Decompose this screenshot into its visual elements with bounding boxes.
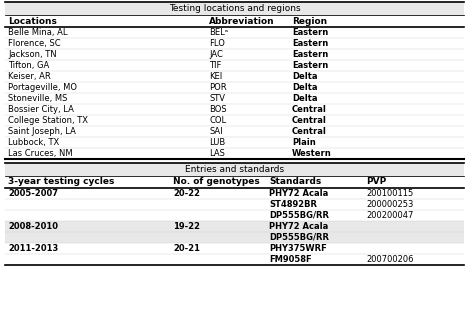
Text: Keiser, AR: Keiser, AR	[8, 72, 51, 81]
Text: Standards: Standards	[269, 178, 321, 186]
Text: 3-year testing cycles: 3-year testing cycles	[8, 178, 114, 186]
Text: JAC: JAC	[209, 50, 223, 59]
Text: 20-22: 20-22	[173, 189, 200, 198]
Text: Delta: Delta	[292, 94, 318, 103]
Text: FM9058F: FM9058F	[269, 255, 311, 264]
Text: 200700206: 200700206	[366, 255, 414, 264]
Text: Western: Western	[292, 149, 332, 158]
Text: No. of genotypes: No. of genotypes	[173, 178, 260, 186]
Text: FLO: FLO	[209, 39, 225, 48]
Text: BOS: BOS	[209, 105, 227, 114]
Bar	[5, 104, 464, 115]
Text: Abbreviation: Abbreviation	[209, 16, 275, 25]
Bar	[5, 176, 464, 188]
Bar	[5, 254, 464, 265]
Text: 19-22: 19-22	[173, 222, 200, 231]
Text: Stoneville, MS: Stoneville, MS	[8, 94, 68, 103]
Text: Locations: Locations	[8, 16, 57, 25]
Text: DP555BG/RR: DP555BG/RR	[269, 211, 329, 220]
Bar	[5, 93, 464, 104]
Bar	[5, 49, 464, 60]
Text: PVP: PVP	[366, 178, 386, 186]
Bar	[5, 15, 464, 27]
Text: PHY375WRF: PHY375WRF	[269, 244, 327, 253]
Bar	[5, 243, 464, 254]
Text: STV: STV	[209, 94, 225, 103]
Text: 2011-2013: 2011-2013	[8, 244, 58, 253]
Text: Saint Joseph, LA: Saint Joseph, LA	[8, 127, 76, 136]
Bar	[5, 137, 464, 148]
Bar	[5, 38, 464, 49]
Text: Eastern: Eastern	[292, 50, 328, 59]
Text: COL: COL	[209, 116, 226, 125]
Text: 20-21: 20-21	[173, 244, 200, 253]
Bar	[5, 148, 464, 159]
Text: BELᵃ: BELᵃ	[209, 28, 228, 37]
Text: DP555BG/RR: DP555BG/RR	[269, 233, 329, 242]
Text: Central: Central	[292, 127, 327, 136]
Text: PHY72 Acala: PHY72 Acala	[269, 189, 328, 198]
Bar	[5, 27, 464, 38]
Text: Portageville, MO: Portageville, MO	[8, 83, 77, 92]
Text: TIF: TIF	[209, 61, 221, 70]
Text: Jackson, TN: Jackson, TN	[8, 50, 57, 59]
Text: Delta: Delta	[292, 83, 318, 92]
Text: 2005-2007: 2005-2007	[8, 189, 58, 198]
Text: Bossier City, LA: Bossier City, LA	[8, 105, 74, 114]
Text: Central: Central	[292, 105, 327, 114]
Text: Region: Region	[292, 16, 327, 25]
Text: Las Cruces, NM: Las Cruces, NM	[8, 149, 73, 158]
Text: POR: POR	[209, 83, 227, 92]
Bar	[5, 82, 464, 93]
Text: Testing locations and regions: Testing locations and regions	[169, 4, 300, 13]
Text: Tifton, GA: Tifton, GA	[8, 61, 49, 70]
Bar	[5, 232, 464, 243]
Text: 200000253: 200000253	[366, 200, 413, 209]
Text: ST4892BR: ST4892BR	[269, 200, 317, 209]
Bar	[5, 126, 464, 137]
Text: KEI: KEI	[209, 72, 222, 81]
Text: Belle Mina, AL: Belle Mina, AL	[8, 28, 68, 37]
Text: LAS: LAS	[209, 149, 225, 158]
Bar	[5, 163, 464, 176]
Text: 200200047: 200200047	[366, 211, 413, 220]
Bar	[5, 210, 464, 221]
Text: 2008-2010: 2008-2010	[8, 222, 58, 231]
Bar	[5, 2, 464, 15]
Text: Entries and standards: Entries and standards	[185, 165, 284, 174]
Bar	[5, 71, 464, 82]
Text: SAI: SAI	[209, 127, 223, 136]
Text: College Station, TX: College Station, TX	[8, 116, 88, 125]
Text: Central: Central	[292, 116, 327, 125]
Text: Plain: Plain	[292, 138, 316, 147]
Text: PHY72 Acala: PHY72 Acala	[269, 222, 328, 231]
Text: Eastern: Eastern	[292, 61, 328, 70]
Text: 200100115: 200100115	[366, 189, 413, 198]
Bar	[5, 60, 464, 71]
Text: Eastern: Eastern	[292, 28, 328, 37]
Text: Lubbock, TX: Lubbock, TX	[8, 138, 59, 147]
Text: Eastern: Eastern	[292, 39, 328, 48]
Text: Delta: Delta	[292, 72, 318, 81]
Bar	[5, 115, 464, 126]
Bar	[5, 199, 464, 210]
Text: LUB: LUB	[209, 138, 225, 147]
Text: Florence, SC: Florence, SC	[8, 39, 61, 48]
Bar	[5, 221, 464, 232]
Bar	[5, 188, 464, 199]
